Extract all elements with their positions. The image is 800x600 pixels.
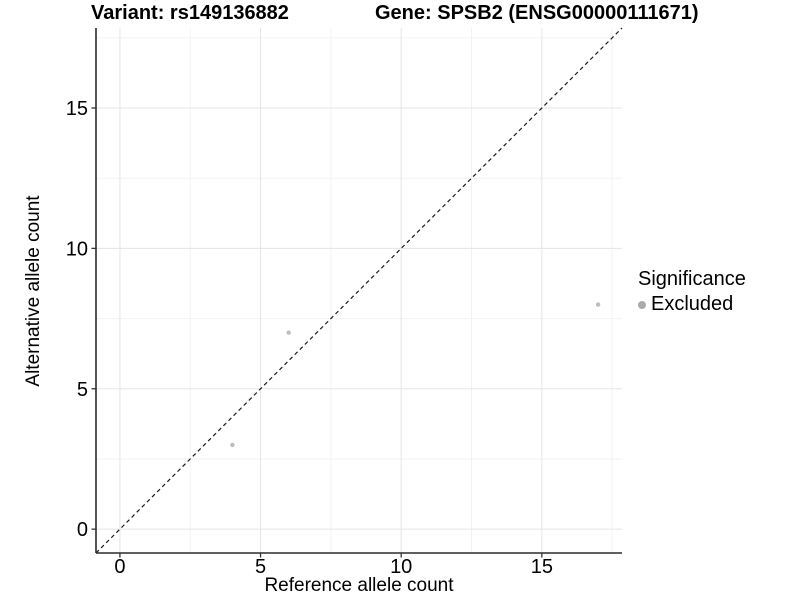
y-tick-label: 10 xyxy=(66,238,88,260)
plot-title-gene: Gene: SPSB2 (ENSG00000111671) xyxy=(375,2,699,24)
x-tick-label: 10 xyxy=(390,556,412,578)
data-point xyxy=(286,330,291,335)
x-tick-label: 0 xyxy=(114,556,125,578)
x-tick-label: 15 xyxy=(531,556,553,578)
y-tick-label: 5 xyxy=(77,379,88,401)
legend-item-label: Excluded xyxy=(651,293,734,315)
x-tick-label: 5 xyxy=(255,556,266,578)
data-point xyxy=(595,302,601,307)
legend-title: Significance xyxy=(638,268,746,290)
identity-dashed-line xyxy=(95,27,623,554)
legend: Significance Excluded xyxy=(638,268,746,316)
legend-point-icon xyxy=(638,300,646,309)
legend-item-excluded: Excluded xyxy=(638,293,746,316)
x-axis-title: Reference allele count xyxy=(264,575,454,596)
y-axis-title: Alternative allele count xyxy=(23,195,44,387)
plot-title-variant: Variant: rs149136882 xyxy=(91,2,289,24)
y-tick-label: 0 xyxy=(77,519,88,541)
y-tick-label: 15 xyxy=(66,98,88,120)
data-point xyxy=(230,442,235,448)
